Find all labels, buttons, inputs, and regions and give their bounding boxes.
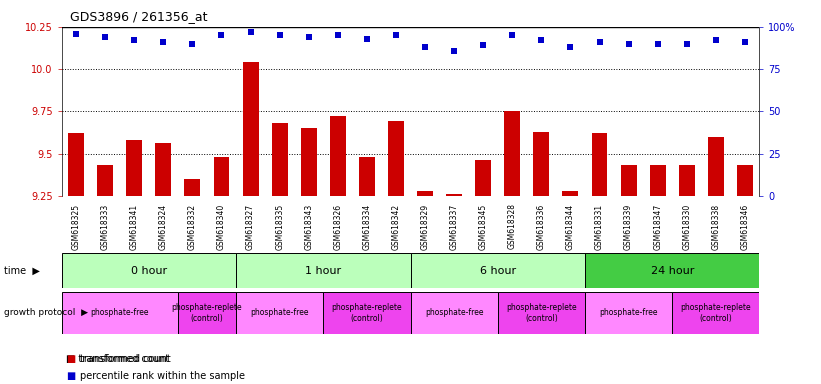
Bar xyxy=(585,253,759,288)
Bar xyxy=(236,292,323,334)
Text: ■ transformed count: ■ transformed count xyxy=(66,354,169,364)
Text: phosphate-free: phosphate-free xyxy=(599,308,658,318)
Text: phosphate-replete
(control): phosphate-replete (control) xyxy=(332,303,402,323)
Point xyxy=(99,34,112,40)
Bar xyxy=(475,161,491,196)
Bar xyxy=(585,292,672,334)
Point xyxy=(506,32,519,38)
Bar xyxy=(272,123,287,196)
Point xyxy=(389,32,402,38)
Bar xyxy=(97,166,113,196)
Bar xyxy=(708,137,724,196)
Bar xyxy=(126,140,142,196)
Bar xyxy=(417,191,433,196)
Bar xyxy=(236,253,410,288)
Point xyxy=(738,39,751,45)
Point xyxy=(564,44,577,50)
Text: phosphate-replete
(control): phosphate-replete (control) xyxy=(506,303,576,323)
Bar xyxy=(562,191,579,196)
Point xyxy=(302,34,315,40)
Point xyxy=(273,32,287,38)
Bar xyxy=(498,292,585,334)
Bar xyxy=(504,111,521,196)
Text: 24 hour: 24 hour xyxy=(650,266,694,276)
Bar xyxy=(591,133,608,196)
Text: transformed count: transformed count xyxy=(80,354,172,364)
Bar xyxy=(649,166,666,196)
Text: phosphate-free: phosphate-free xyxy=(424,308,484,318)
Point xyxy=(593,39,606,45)
Text: phosphate-replete
(control): phosphate-replete (control) xyxy=(681,303,751,323)
Bar xyxy=(737,166,753,196)
Bar xyxy=(68,133,84,196)
Point xyxy=(680,41,693,47)
Text: GDS3896 / 261356_at: GDS3896 / 261356_at xyxy=(70,10,207,23)
Point xyxy=(128,37,141,43)
Point xyxy=(534,37,548,43)
Point xyxy=(622,41,635,47)
Text: time  ▶: time ▶ xyxy=(4,266,40,276)
Point xyxy=(477,42,490,48)
Text: percentile rank within the sample: percentile rank within the sample xyxy=(80,371,245,381)
Bar xyxy=(534,132,549,196)
Point xyxy=(447,48,461,54)
Bar xyxy=(323,292,410,334)
Text: ■: ■ xyxy=(66,371,75,381)
Bar xyxy=(410,253,585,288)
Point xyxy=(651,41,664,47)
Bar xyxy=(679,166,695,196)
Point xyxy=(709,37,722,43)
Bar xyxy=(185,179,200,196)
Bar xyxy=(359,157,375,196)
Point xyxy=(331,32,344,38)
Bar xyxy=(155,144,172,196)
Text: phosphate-free: phosphate-free xyxy=(250,308,309,318)
Text: 6 hour: 6 hour xyxy=(479,266,516,276)
Point xyxy=(70,31,83,37)
Point xyxy=(244,29,257,35)
Bar xyxy=(242,62,259,196)
Text: 1 hour: 1 hour xyxy=(305,266,342,276)
Point xyxy=(215,32,228,38)
Point xyxy=(360,36,374,42)
Bar xyxy=(62,253,236,288)
Bar xyxy=(178,292,236,334)
Text: ■: ■ xyxy=(66,354,75,364)
Bar xyxy=(621,166,636,196)
Bar xyxy=(388,121,404,196)
Point xyxy=(157,39,170,45)
Point xyxy=(419,44,432,50)
Bar xyxy=(446,194,462,196)
Text: phosphate-free: phosphate-free xyxy=(90,308,149,318)
Bar xyxy=(672,292,759,334)
Bar xyxy=(62,292,178,334)
Text: phosphate-replete
(control): phosphate-replete (control) xyxy=(172,303,242,323)
Bar xyxy=(410,292,498,334)
Bar xyxy=(330,116,346,196)
Bar xyxy=(213,157,230,196)
Point xyxy=(186,41,199,47)
Text: growth protocol  ▶: growth protocol ▶ xyxy=(4,308,88,318)
Text: 0 hour: 0 hour xyxy=(131,266,167,276)
Bar xyxy=(300,128,317,196)
